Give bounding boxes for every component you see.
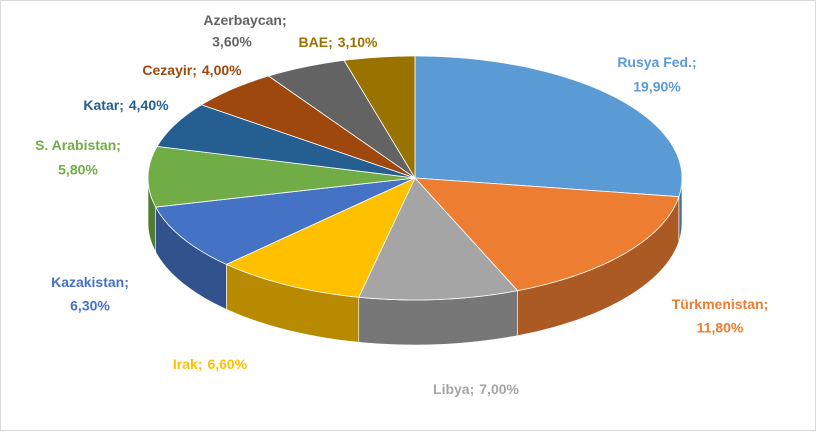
label-separator: ; — [328, 34, 333, 50]
label-separator: ; — [192, 62, 197, 78]
label-category: Azerbaycan — [203, 12, 282, 28]
slice — [147, 145, 416, 208]
data-label: Cezayir; 4,00% — [142, 62, 242, 78]
label-category: Libya — [433, 381, 470, 397]
slice — [343, 55, 416, 180]
slice — [156, 104, 416, 179]
label-category: Katar — [83, 97, 119, 113]
data-label: S. Arabistan; — [35, 137, 121, 153]
label-separator: ; — [282, 12, 287, 28]
data-label-value: 5,80% — [58, 162, 98, 178]
label-category: Irak — [173, 356, 198, 372]
label-separator: ; — [692, 54, 697, 70]
label-value: 6,60% — [207, 356, 247, 372]
data-label-value: 11,80% — [697, 320, 744, 336]
label-category: Kazakistan — [51, 274, 124, 290]
label-separator: ; — [119, 97, 124, 113]
label-separator: ; — [470, 381, 475, 397]
data-label: Azerbaycan; — [203, 12, 286, 28]
slice — [414, 55, 683, 198]
slice — [200, 75, 416, 179]
slice — [358, 177, 519, 301]
label-category: S. Arabistan — [35, 137, 116, 153]
slice — [155, 177, 416, 265]
data-label: Türkmenistan; — [672, 296, 768, 312]
data-label: Libya; 7,00% — [433, 381, 519, 397]
slice — [225, 177, 416, 298]
data-label-value: 19,90% — [633, 79, 681, 95]
data-label: Rusya Fed.; — [617, 54, 696, 70]
slice — [267, 59, 416, 179]
data-label-value: 6,30% — [70, 298, 110, 314]
label-separator: ; — [116, 137, 121, 153]
data-label: Irak; 6,60% — [173, 356, 248, 372]
data-label: Katar; 4,40% — [83, 97, 169, 113]
label-value: 4,00% — [202, 62, 242, 78]
label-value: 7,00% — [479, 381, 519, 397]
label-category: Cezayir — [142, 62, 192, 78]
data-label-value: 3,60% — [212, 34, 252, 50]
label-category: BAE — [299, 34, 329, 50]
label-value: 3,10% — [338, 34, 378, 50]
label-category: Türkmenistan — [672, 296, 764, 312]
label-category: Rusya Fed. — [617, 54, 692, 70]
data-label: BAE; 3,10% — [299, 34, 378, 50]
label-separator: ; — [198, 356, 203, 372]
label-value: 4,40% — [129, 97, 169, 113]
label-separator: ; — [124, 274, 129, 290]
slice — [414, 177, 680, 292]
label-separator: ; — [764, 296, 769, 312]
data-label: Kazakistan; — [51, 274, 129, 290]
